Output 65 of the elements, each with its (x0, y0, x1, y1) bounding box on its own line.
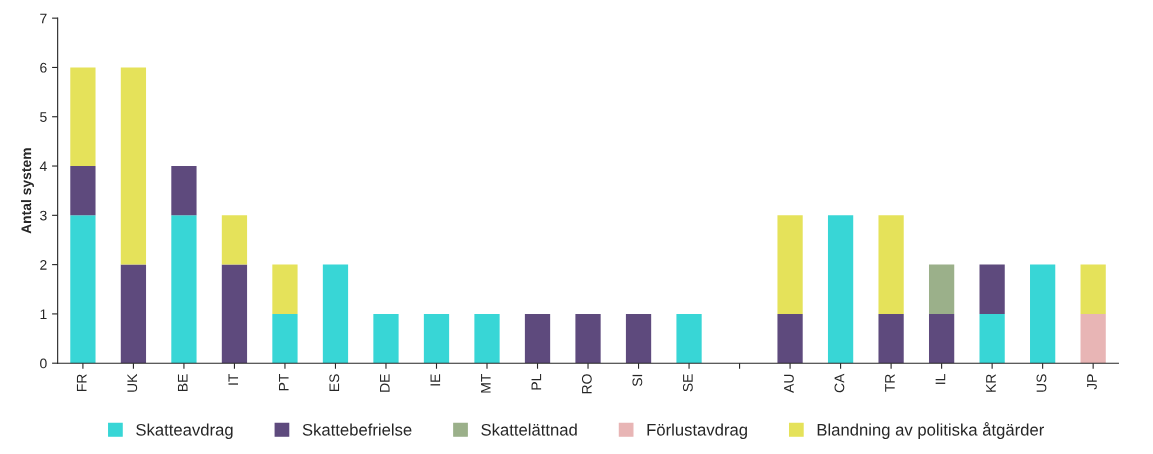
legend-label: Skattelättnad (481, 423, 577, 436)
bar (373, 313, 399, 364)
x-tick-label: IT (228, 373, 239, 385)
bar (272, 313, 298, 364)
x-tick-label: UK (127, 373, 138, 392)
bar (1080, 264, 1106, 314)
y-tick-label: 5 (40, 112, 47, 122)
x-tick-label: RO (581, 374, 592, 394)
y-tick-label: 6 (40, 62, 47, 73)
bar (928, 313, 955, 364)
bar (625, 313, 652, 364)
bar (575, 313, 601, 364)
bar (979, 264, 1005, 314)
x-tick-label: ES (329, 374, 340, 392)
x-tick-label: SE (682, 374, 693, 392)
bar (120, 264, 147, 364)
y-tick-label: 4 (39, 161, 47, 172)
bar (474, 313, 500, 364)
bar (171, 166, 197, 216)
bar (777, 313, 803, 364)
bar (827, 215, 854, 364)
bar (878, 215, 904, 314)
x-tick-label: PL (531, 374, 542, 390)
x-tick-label: IL (935, 374, 946, 384)
bar (70, 215, 96, 364)
x-tick-label: FR (76, 374, 87, 391)
bar (70, 166, 96, 216)
x-tick-label: TR (885, 374, 895, 392)
bar (524, 313, 551, 364)
x-tick-label: DE (380, 374, 390, 392)
x-tick-label: MT (481, 373, 491, 393)
x-tick-label: CA (834, 373, 845, 393)
bar (777, 215, 803, 314)
bar (322, 264, 349, 364)
bar (1080, 313, 1106, 364)
x-tick-label: US (1036, 374, 1047, 392)
x-tick-label: SI (632, 374, 643, 387)
y-tick-label: 3 (40, 210, 47, 221)
legend-label: Skattebefrielse (302, 423, 412, 436)
bar (221, 264, 248, 364)
bar (221, 215, 248, 265)
x-tick-label: IE (430, 374, 441, 386)
y-tick-label: 7 (40, 13, 47, 24)
bar (928, 264, 955, 314)
x-tick-label: JP (1087, 374, 1097, 390)
x-tick-label: KR (986, 374, 996, 392)
legend-label: Blandning av politiska åtgärder (817, 422, 1044, 439)
bar (878, 313, 904, 364)
bar (70, 67, 96, 167)
bar (272, 264, 298, 314)
legend-label: Skatteavdrag (136, 423, 233, 439)
bar (1030, 264, 1056, 364)
y-tick-label: 1 (40, 309, 47, 319)
legend-label: Förlustavdrag (647, 423, 747, 439)
bar (676, 313, 702, 364)
bar (120, 67, 147, 265)
y-tick-label: 2 (40, 259, 47, 270)
y-axis-title: Antal system (21, 148, 34, 234)
bar (979, 313, 1005, 364)
y-tick-label: 0 (40, 358, 47, 369)
x-tick-label: BE (177, 374, 188, 392)
bar (171, 215, 197, 364)
x-tick-label: AU (784, 374, 794, 393)
bar (423, 313, 450, 364)
x-tick-label: PT (278, 373, 289, 391)
